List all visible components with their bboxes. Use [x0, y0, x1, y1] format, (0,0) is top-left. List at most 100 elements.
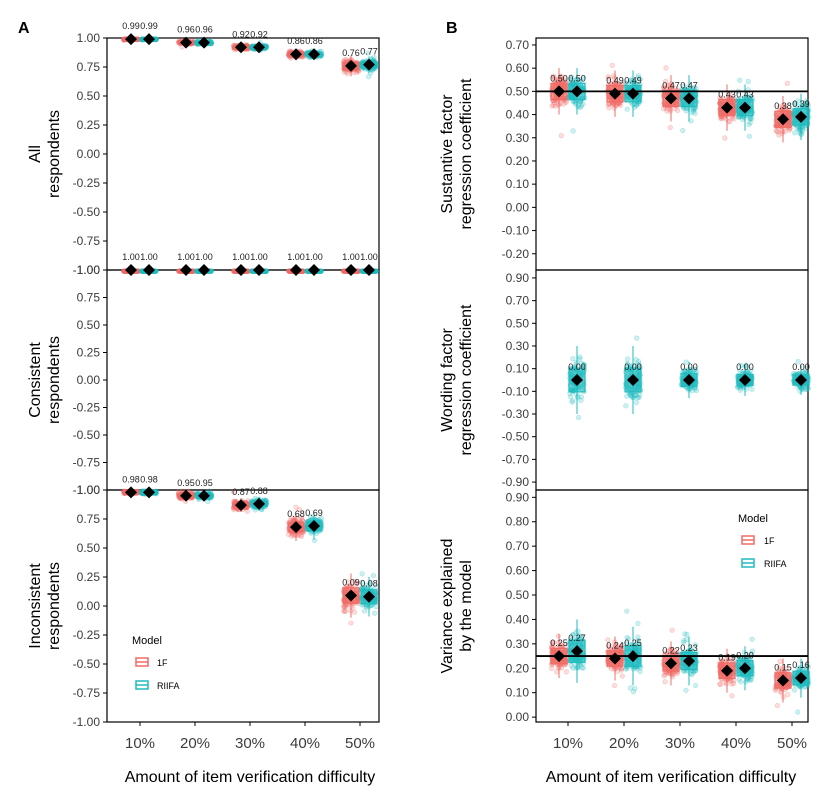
x-tick-label: 20%	[180, 735, 210, 752]
data-point	[363, 603, 369, 609]
series-riifa-40pct: 0.86	[304, 36, 325, 61]
mean-marker	[143, 264, 155, 276]
panel-b-chart: 0.700.600.500.400.300.200.100.00-0.10-0.…	[439, 37, 812, 752]
series-1f-40pct: 0.86	[285, 36, 307, 61]
y-tick-label: 0.75	[77, 512, 101, 526]
mean-marker	[235, 264, 247, 276]
data-point	[348, 620, 354, 626]
data-point	[372, 610, 378, 616]
panel-a-chart: 1.000.750.500.250.00-0.25-0.50-0.75-1.00…	[27, 21, 380, 752]
y-tick-label: -0.75	[73, 456, 101, 470]
data-point	[688, 109, 694, 115]
panel-a-facet-1: 1.000.750.500.250.00-0.25-0.50-0.75-1.00…	[27, 21, 380, 277]
panel-a-facet-3: 1.000.750.500.250.00-0.25-0.50-0.75-1.00…	[27, 474, 380, 752]
y-tick-label: -0.75	[73, 234, 101, 248]
data-point	[179, 44, 185, 50]
data-label: 0.38	[774, 101, 792, 111]
panel-b-facet-1-label: Sustantive factor regression coefficient	[439, 78, 475, 229]
y-tick-label: -0.25	[73, 176, 101, 190]
series-1f-10pct: 0.99	[121, 21, 141, 46]
series-1f-30pct: 1.00	[230, 252, 251, 276]
data-label: 0.50	[550, 73, 568, 83]
y-tick-label: 1.00	[77, 263, 101, 277]
data-label: 0.95	[177, 478, 195, 488]
series-riifa-20pct: 1.00	[193, 252, 215, 276]
panel-a-facet-2-frame	[106, 269, 380, 491]
y-tick-label: -0.50	[73, 657, 101, 671]
mean-marker	[180, 36, 192, 49]
series-riifa-30pct: 0.88	[249, 486, 270, 513]
series-1f-40pct: 0.68	[286, 504, 307, 542]
series-riifa-20pct: 0.96	[193, 25, 215, 49]
data-point	[726, 118, 733, 124]
panel-a-facet-2: 1.000.750.500.250.00-0.25-0.50-0.75-1.00…	[27, 252, 380, 497]
series-riifa-50pct: 0.08	[358, 571, 380, 617]
series-1f-20pct: 0.49	[604, 62, 626, 117]
panel-b-facet-1: 0.700.600.500.400.300.200.100.00-0.10-0.…	[439, 37, 811, 271]
data-point	[722, 135, 728, 141]
data-label: 0.87	[232, 487, 250, 497]
data-point	[359, 571, 365, 577]
data-label: 0.49	[606, 76, 624, 86]
mean-marker	[125, 33, 137, 46]
data-label: 0.77	[360, 47, 378, 57]
series-1f-50pct: 0.76	[340, 48, 362, 77]
series-1f-30pct: 0.92	[231, 29, 251, 54]
data-point	[373, 604, 379, 610]
x-tick-label: 40%	[290, 735, 320, 752]
data-label: 1.00	[287, 252, 305, 262]
data-label: 0.49	[624, 76, 642, 86]
series-1f-10pct: 0.50	[549, 68, 570, 139]
data-label: 0.86	[287, 36, 305, 46]
data-point	[737, 77, 743, 83]
data-point	[664, 108, 670, 114]
data-label: 0.69	[305, 508, 323, 518]
panel-a-facet-1-label: All respondents	[27, 110, 63, 198]
y-tick-label: -0.50	[73, 205, 101, 219]
y-tick-label: -0.50	[73, 428, 101, 442]
data-label: 0.99	[122, 21, 140, 31]
series-1f-20pct: 1.00	[175, 252, 197, 276]
mean-marker	[198, 264, 210, 276]
data-label: 0.08	[360, 579, 378, 589]
series-1f-50pct: 1.00	[340, 252, 362, 276]
y-tick-label: 0.75	[77, 291, 101, 305]
data-point	[745, 78, 751, 85]
series-riifa-50pct: 1.00	[359, 252, 380, 276]
y-tick-label: 0.25	[77, 346, 101, 360]
y-tick-label: 0.75	[77, 60, 101, 74]
y-tick-label: 0.50	[77, 318, 101, 332]
data-point	[551, 100, 557, 106]
y-tick-label: 0.40	[506, 108, 530, 122]
data-label: 0.47	[680, 80, 698, 90]
data-label: 0.95	[195, 478, 213, 488]
data-label: 0.76	[342, 48, 360, 58]
data-point	[365, 74, 372, 80]
data-label: 1.00	[195, 252, 213, 262]
data-point	[295, 532, 302, 538]
panel-b-label: B	[446, 20, 458, 37]
y-tick-label: 0.00	[77, 147, 101, 161]
y-tick-label: 0.60	[506, 61, 530, 75]
panel-a-facet-2-label: Consistent respondents	[27, 336, 63, 424]
data-label: 1.00	[305, 252, 323, 262]
y-tick-label: 1.00	[77, 31, 101, 45]
mean-marker	[345, 264, 357, 276]
y-tick-label: 0.10	[506, 177, 530, 191]
data-label: 0.99	[140, 21, 158, 31]
data-label: 0.50	[568, 73, 586, 83]
data-point	[609, 62, 615, 69]
mean-marker	[180, 264, 192, 276]
panel-a-facet-1-frame	[106, 37, 380, 271]
data-point	[749, 116, 755, 122]
series-1f-30pct: 0.87	[230, 487, 251, 514]
series-1f-30pct: 0.47	[660, 65, 681, 131]
data-point	[314, 530, 320, 537]
mean-marker	[143, 33, 155, 46]
data-point	[792, 130, 798, 136]
data-point	[784, 80, 790, 86]
mean-marker	[125, 264, 137, 276]
data-point	[680, 128, 686, 134]
series-riifa-10pct: 0.50	[566, 68, 588, 134]
